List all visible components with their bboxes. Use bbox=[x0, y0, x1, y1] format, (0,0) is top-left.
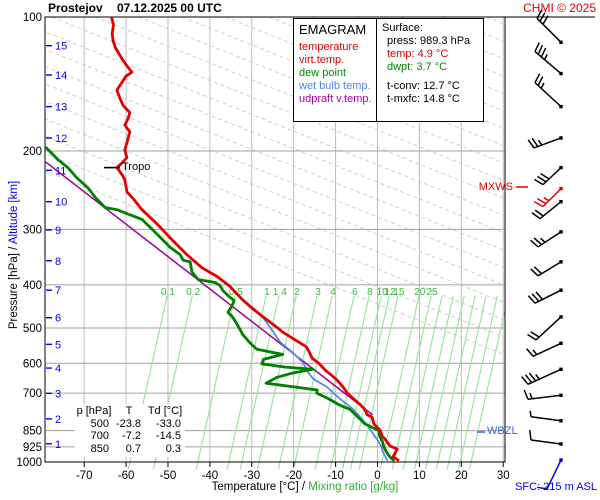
copyright-text: CHMI © 2025 bbox=[523, 1, 596, 15]
surface-temp: temp: 4.9 °C bbox=[387, 48, 449, 60]
table-cell: 0.3 bbox=[165, 442, 181, 455]
surface-press: press: 989.3 hPa bbox=[387, 35, 471, 47]
table-cell: -23.8 bbox=[115, 417, 141, 430]
svg-text:8: 8 bbox=[367, 287, 373, 298]
table-cell: -33.0 bbox=[155, 417, 181, 430]
svg-text:15: 15 bbox=[393, 287, 405, 298]
svg-text:1.4: 1.4 bbox=[273, 287, 287, 298]
svg-text:13: 13 bbox=[55, 102, 67, 114]
svg-text:6: 6 bbox=[352, 287, 358, 298]
table-cell: 500 bbox=[90, 417, 109, 430]
svg-text:-70: -70 bbox=[76, 470, 93, 482]
surface-info-box: Surface: press: 989.3 hPa temp: 4.9 °C d… bbox=[376, 18, 484, 122]
table-header-temp: T bbox=[125, 405, 133, 417]
svg-text:10: 10 bbox=[377, 287, 389, 298]
svg-text:700: 700 bbox=[23, 388, 42, 400]
y-axis-title-pressure: Pressure [hPa] bbox=[8, 253, 20, 330]
svg-text:12: 12 bbox=[55, 133, 67, 145]
svg-text:20: 20 bbox=[455, 470, 468, 482]
svg-text:25: 25 bbox=[426, 287, 438, 298]
svg-text:200: 200 bbox=[23, 146, 42, 158]
tropopause-label: Tropo bbox=[122, 161, 151, 173]
table-header-dewpoint: Td [°C] bbox=[147, 405, 183, 417]
svg-text:0: 0 bbox=[374, 470, 380, 482]
svg-text:850: 850 bbox=[23, 426, 42, 438]
legend-title: EMAGRAM bbox=[299, 22, 367, 37]
svg-text:1000: 1000 bbox=[16, 457, 42, 469]
svg-text:500: 500 bbox=[23, 323, 42, 335]
x-axis-title-mixing-ratio: Mixing ratio [g/kg] bbox=[308, 481, 399, 493]
svg-text:6: 6 bbox=[55, 313, 61, 325]
svg-text:2: 2 bbox=[55, 414, 61, 426]
max-wind-label: MXWS bbox=[478, 181, 513, 193]
legend-item-temperature: temperature bbox=[299, 41, 359, 53]
svg-text:2: 2 bbox=[294, 287, 300, 298]
svg-text:400: 400 bbox=[23, 280, 42, 292]
svg-text:12: 12 bbox=[385, 287, 397, 298]
svg-text:100: 100 bbox=[23, 12, 42, 24]
table-header-pressure: p [hPa] bbox=[76, 405, 112, 417]
svg-text:-50: -50 bbox=[160, 470, 177, 482]
x-axis-title: Temperature [°C] / Mixing ratio [g/kg] bbox=[145, 481, 465, 493]
legend-item-wet-bulb: wet bulb temp. bbox=[299, 80, 371, 92]
svg-text:3: 3 bbox=[55, 388, 61, 400]
table-cell: -7.2 bbox=[122, 430, 141, 442]
x-axis-title-temperature: Temperature [°C] / bbox=[211, 481, 309, 493]
svg-text:14: 14 bbox=[55, 70, 67, 82]
svg-text:-10: -10 bbox=[327, 470, 344, 482]
svg-text:9: 9 bbox=[55, 225, 61, 237]
svg-text:0.1: 0.1 bbox=[161, 287, 175, 298]
svg-text:300: 300 bbox=[23, 224, 42, 236]
wet-bulb-zero-label: WBZL bbox=[487, 425, 518, 437]
svg-text:10: 10 bbox=[55, 197, 67, 209]
svg-text:925: 925 bbox=[23, 442, 42, 454]
svg-text:-30: -30 bbox=[243, 470, 260, 482]
y-axis-title-altitude: Altitude [km] bbox=[8, 180, 20, 245]
station-title: Prostejov bbox=[48, 1, 103, 15]
svg-text:11: 11 bbox=[55, 165, 66, 177]
level-readout-table: p [hPa] T Td [°C] 500 -23.8 -33.0 700 -7… bbox=[75, 404, 185, 457]
surface-tmxfc: t-mxfc: 14.8 °C bbox=[387, 93, 460, 105]
svg-text:-60: -60 bbox=[118, 470, 135, 482]
svg-text:-40: -40 bbox=[202, 470, 219, 482]
surface-title: Surface: bbox=[382, 22, 423, 34]
svg-text:7: 7 bbox=[55, 285, 61, 297]
svg-text:0.2: 0.2 bbox=[186, 287, 200, 298]
svg-text:1: 1 bbox=[55, 439, 61, 451]
svg-text:15: 15 bbox=[55, 41, 67, 53]
legend-item-virt-temp: virt.temp. bbox=[299, 54, 345, 66]
y-axis-title: Pressure [hPa] / Altitude [km] bbox=[8, 135, 22, 375]
legend-item-updraft: udpraft v.temp. bbox=[299, 93, 372, 105]
svg-text:4: 4 bbox=[330, 287, 336, 298]
table-cell: -14.5 bbox=[155, 430, 181, 442]
table-cell: 850 bbox=[90, 442, 109, 455]
svg-text:1: 1 bbox=[264, 287, 270, 298]
y-axis-title-separator: / bbox=[8, 244, 20, 254]
svg-text:8: 8 bbox=[55, 256, 61, 268]
table-cell: 700 bbox=[90, 430, 109, 442]
svg-text:3: 3 bbox=[315, 287, 321, 298]
svg-text:30: 30 bbox=[497, 470, 510, 482]
svg-text:-20: -20 bbox=[285, 470, 302, 482]
legend-item-dew-point: dew point bbox=[299, 67, 347, 79]
svg-text:10: 10 bbox=[413, 470, 426, 482]
surface-dwpt: dwpt: 3.7 °C bbox=[387, 61, 448, 73]
svg-text:4: 4 bbox=[55, 363, 61, 375]
svg-text:20: 20 bbox=[414, 287, 426, 298]
sounding-datetime: 07.12.2025 00 UTC bbox=[117, 1, 222, 15]
legend-box: EMAGRAM temperature virt.temp. dew point… bbox=[293, 18, 377, 122]
svg-text:600: 600 bbox=[23, 358, 42, 370]
svg-text:5: 5 bbox=[55, 339, 61, 351]
table-cell: 0.7 bbox=[125, 442, 141, 455]
surface-tconv: t-conv: 12.7 °C bbox=[387, 80, 460, 92]
surface-altitude-label: SFC: 215 m ASL bbox=[515, 481, 597, 493]
